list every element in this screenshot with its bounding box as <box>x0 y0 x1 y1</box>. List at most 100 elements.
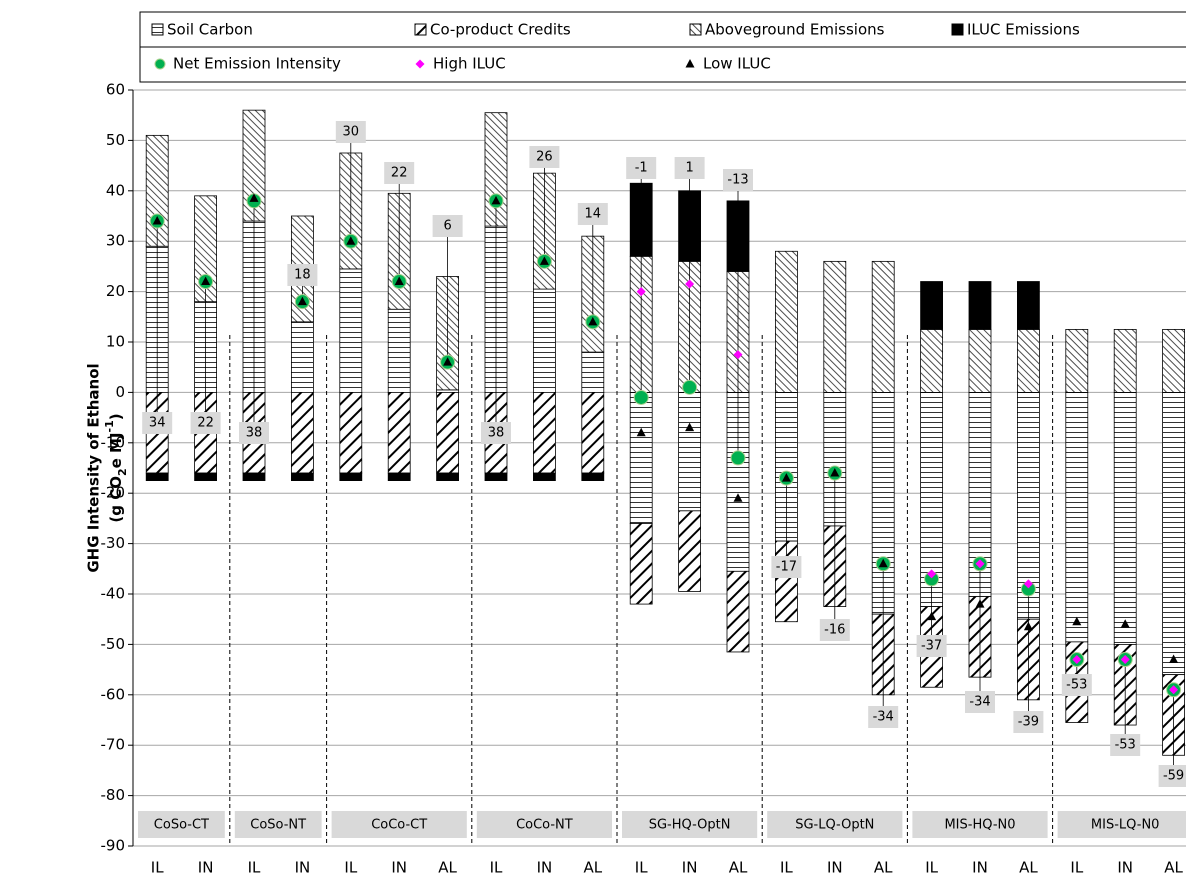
value-label-box <box>190 412 221 434</box>
value-label-box <box>432 215 463 237</box>
value-label-box <box>142 412 173 434</box>
group-label-box <box>767 811 903 838</box>
low-iluc-marker <box>781 473 791 482</box>
bar-segment <box>1017 281 1040 330</box>
value-label: -37 <box>921 639 942 654</box>
x-tick-label: IL <box>1070 859 1083 877</box>
unit-part: (g CO <box>107 476 125 523</box>
low-iluc-marker <box>491 195 501 205</box>
bar-segment <box>726 570 750 653</box>
value-label: -53 <box>1066 678 1087 693</box>
bar-segment <box>678 510 701 592</box>
high-iluc-marker <box>1120 655 1130 665</box>
x-tick-label: AL <box>729 859 748 877</box>
bar-segment <box>436 391 460 474</box>
value-label: -59 <box>1163 769 1184 784</box>
value-label-box <box>674 157 705 179</box>
bar-segment <box>823 260 847 393</box>
x-tick-label: IL <box>490 859 503 877</box>
value-label: 14 <box>585 207 602 222</box>
unit-part: e MJ <box>107 432 125 468</box>
bar-segment <box>920 328 943 393</box>
x-tick-label: IN <box>1117 859 1133 877</box>
high-iluc-marker <box>1169 685 1179 695</box>
value-label-box <box>287 264 318 286</box>
bar-segment <box>387 472 411 482</box>
net-marker <box>730 450 746 466</box>
value-label: -1 <box>635 161 648 176</box>
value-label-box <box>819 619 850 641</box>
y-tick-label: -40 <box>101 585 126 603</box>
x-tick-label: IN <box>295 859 311 877</box>
value-label-box <box>965 691 995 713</box>
value-label: 22 <box>391 166 408 181</box>
bar-segment <box>290 391 314 474</box>
x-tick-label: IL <box>151 859 164 877</box>
group-label: SG-LQ-OptN <box>795 818 874 833</box>
value-label: 38 <box>488 426 505 441</box>
low-iluc-marker <box>539 256 549 265</box>
high-iluc-marker <box>636 287 646 297</box>
low-iluc-marker <box>927 611 937 621</box>
bar-segment <box>1065 328 1089 393</box>
x-tick-label: AL <box>874 859 893 877</box>
bar-segment <box>339 391 363 474</box>
group-label-box <box>476 811 612 838</box>
bar-segment <box>436 472 460 482</box>
low-iluc-marker <box>733 493 743 502</box>
legend-label: Soil Carbon <box>167 21 253 39</box>
x-tick-label: AL <box>1019 859 1038 877</box>
y-tick-label: -20 <box>101 484 126 502</box>
bar-segment <box>871 260 895 393</box>
legend-label: Co-product Credits <box>430 21 571 39</box>
value-label-box <box>1110 734 1141 756</box>
low-iluc-marker <box>1072 616 1082 626</box>
low-iluc-marker <box>685 422 695 432</box>
value-label-box <box>1158 765 1186 787</box>
x-tick-label: AL <box>583 859 602 877</box>
value-label: -17 <box>776 560 797 575</box>
y-tick-label: 30 <box>106 232 125 250</box>
bar-segment <box>581 472 605 482</box>
low-iluc-marker <box>346 236 356 245</box>
value-label: 6 <box>443 219 451 234</box>
low-iluc-marker <box>249 193 259 202</box>
x-tick-label: IN <box>827 859 843 877</box>
y-tick-label: -60 <box>101 685 126 703</box>
bar-segment <box>968 328 992 393</box>
value-label: -39 <box>1018 715 1039 730</box>
value-label: 26 <box>536 150 553 165</box>
low-iluc-marker <box>588 316 598 326</box>
x-tick-label: IN <box>972 859 988 877</box>
group-label: CoSo-NT <box>250 818 306 833</box>
y-tick-label: -30 <box>101 534 126 552</box>
bar-segment <box>290 472 314 482</box>
unit-sup: -1 <box>103 420 116 432</box>
bar-segment <box>775 250 798 393</box>
group-label: MIS-LQ-N0 <box>1091 818 1160 833</box>
value-label: -34 <box>969 695 990 710</box>
high-iluc-marker <box>927 569 937 579</box>
x-tick-label: IL <box>248 859 261 877</box>
bar-segment <box>533 288 556 393</box>
low-iluc-marker <box>297 296 307 306</box>
y-tick-label: -80 <box>101 786 126 804</box>
legend-marker <box>415 59 425 69</box>
high-iluc-marker <box>733 350 743 360</box>
bar-segment <box>968 281 992 330</box>
value-label: 30 <box>343 125 360 140</box>
high-iluc-marker <box>1072 655 1082 665</box>
x-tick-label: IN <box>537 859 553 877</box>
bar-segment <box>1113 391 1137 645</box>
group-label: MIS-HQ-N0 <box>944 818 1015 833</box>
group-label: CoSo-CT <box>154 818 209 833</box>
bar-segment <box>242 472 266 482</box>
unit-part: ) <box>107 413 125 420</box>
legend-swatch <box>689 23 702 36</box>
unit-sub: 2 <box>116 468 129 476</box>
bar-segment <box>678 391 701 512</box>
x-tick-label: AL <box>438 859 457 877</box>
value-label-box <box>626 157 657 179</box>
x-tick-label: IN <box>391 859 407 877</box>
